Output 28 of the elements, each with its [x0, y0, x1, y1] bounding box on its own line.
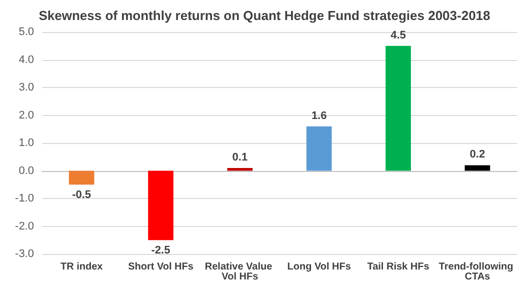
- bar: [68, 170, 94, 185]
- y-tick-label: 5.0: [18, 26, 34, 38]
- y-tick-label: 1.0: [18, 137, 34, 149]
- data-label: 4.5: [390, 29, 406, 42]
- x-tick-label: Trend-following CTAs: [438, 262, 516, 282]
- data-label: -2.5: [151, 244, 170, 257]
- bar: [386, 46, 411, 171]
- chart-title: Skewness of monthly returns on Quant Hedge Fund strategies 2003-2018: [38, 8, 490, 23]
- y-tick-label: 3.0: [18, 82, 34, 94]
- x-tick-label: Long Vol HFs: [287, 262, 352, 272]
- bar: [227, 168, 253, 171]
- bar: [306, 126, 332, 171]
- y-tick-label: 0.0: [18, 164, 34, 177]
- y-tick-label: 2.0: [18, 109, 34, 122]
- data-label: 0.2: [470, 148, 486, 161]
- y-tick-label: -2.0: [15, 220, 34, 232]
- data-label: 1.6: [311, 110, 327, 122]
- y-tick-label: -3.0: [15, 248, 34, 260]
- y-tick-label: 4.0: [18, 54, 34, 66]
- x-tick-label: Short Vol HFs: [128, 262, 194, 272]
- x-tick-label: TR index: [60, 262, 104, 272]
- data-label: 0.1: [232, 151, 248, 164]
- data-label: -0.5: [72, 189, 92, 202]
- bar: [464, 165, 490, 171]
- y-tick-label: -1.0: [15, 192, 34, 204]
- bar: [148, 170, 174, 240]
- x-tick-label: Relative Value Vol HFs: [204, 262, 275, 282]
- x-tick-label: Tail Risk HFs: [367, 262, 430, 272]
